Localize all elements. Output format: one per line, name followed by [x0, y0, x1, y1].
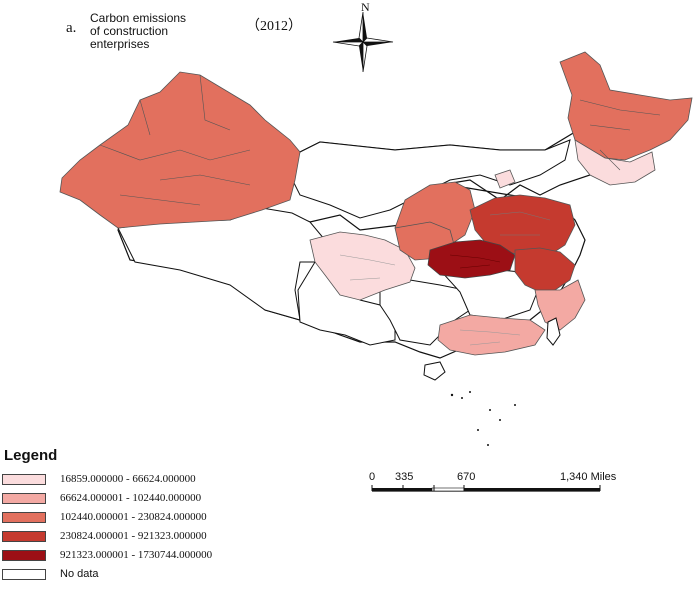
scale-tick-label: 335 — [395, 471, 414, 483]
legend-label: 230824.000001 - 921323.000000 — [60, 530, 207, 542]
legend-item: 66624.000001 - 102440.000000 — [2, 491, 201, 505]
region-jiangsu-anhui — [514, 247, 576, 293]
region-hubei — [427, 239, 516, 279]
map-title: Carbon emissions of construction enterpr… — [90, 12, 290, 51]
region-zhejiang-fujian — [534, 279, 586, 331]
north-arrow-icon — [332, 11, 394, 73]
legend-item: 102440.000001 - 230824.000000 — [2, 510, 207, 524]
region-guangdong — [437, 314, 546, 356]
region-taiwan — [546, 317, 561, 346]
scale-tick-label: 0 — [369, 471, 376, 483]
legend-label: 16859.000000 - 66624.000000 — [60, 473, 196, 485]
scale-tick-label: 1,340 Miles — [560, 471, 617, 483]
map-title-line: enterprises — [90, 37, 150, 51]
legend-item: No data — [2, 567, 99, 581]
north-label: N — [361, 0, 370, 14]
legend-item: 230824.000001 - 921323.000000 — [2, 529, 207, 543]
legend-swatch — [2, 511, 46, 523]
legend-swatch — [2, 492, 46, 504]
legend-item: 16859.000000 - 66624.000000 — [2, 472, 196, 486]
scale-tick-label: 670 — [457, 471, 476, 483]
legend-label: 66624.000001 - 102440.000000 — [60, 492, 202, 504]
region-sichuan — [309, 231, 416, 301]
map-year: （2012） — [246, 19, 302, 34]
scale-bar — [371, 485, 601, 492]
legend-heading: Legend — [4, 447, 58, 464]
legend-item: 921323.000001 - 1730744.000000 — [2, 548, 212, 562]
legend-label: No data — [60, 568, 99, 580]
map-title-line: Carbon emissions — [90, 11, 187, 25]
legend-swatch — [2, 473, 46, 485]
panel-letter: a. — [66, 20, 77, 36]
region-hainan — [423, 361, 446, 381]
legend-swatch — [2, 549, 46, 561]
region-jilin-liaoning — [574, 139, 656, 186]
legend-label: 102440.000001 - 230824.000000 — [60, 511, 207, 523]
legend-label: 921323.000001 - 1730744.000000 — [60, 549, 213, 561]
region-northeast — [559, 51, 693, 161]
region-beijing — [494, 169, 516, 189]
legend-swatch — [2, 530, 46, 542]
legend-swatch — [2, 568, 46, 580]
map-title-line: of construction — [90, 24, 169, 38]
south-sea-islands — [450, 391, 516, 446]
region-inner-mongolia — [289, 139, 571, 219]
